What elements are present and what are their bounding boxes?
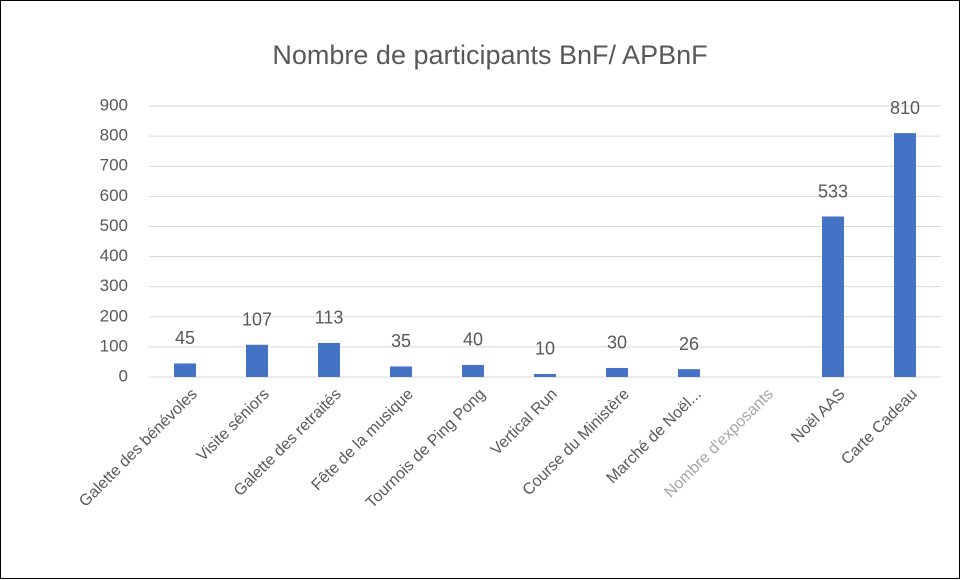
data-label: 35 xyxy=(391,331,411,351)
bar xyxy=(174,363,196,377)
y-tick-label: 500 xyxy=(100,216,128,235)
bar xyxy=(894,133,916,377)
y-tick-label: 0 xyxy=(119,366,128,385)
data-label: 810 xyxy=(890,98,920,118)
y-tick-label: 700 xyxy=(100,156,128,175)
bar xyxy=(678,369,700,377)
data-label: 533 xyxy=(818,181,848,201)
y-tick-label: 400 xyxy=(100,246,128,265)
bar xyxy=(462,364,484,377)
bar xyxy=(822,216,844,377)
y-tick-label: 900 xyxy=(100,95,128,114)
data-label: 40 xyxy=(463,330,483,350)
data-label: 10 xyxy=(535,339,555,359)
data-label: 113 xyxy=(315,308,344,328)
y-tick-label: 800 xyxy=(100,126,128,145)
y-tick-label: 300 xyxy=(100,276,128,295)
data-label: 26 xyxy=(679,334,699,354)
y-tick-label: 600 xyxy=(100,186,128,205)
chart-title: Nombre de participants BnF/ APBnF xyxy=(272,40,707,70)
bar xyxy=(606,367,628,377)
y-tick-label: 200 xyxy=(100,306,128,325)
data-label: 45 xyxy=(175,328,195,348)
bar xyxy=(534,373,556,377)
bar xyxy=(318,342,340,377)
bar xyxy=(246,344,268,377)
data-label: 107 xyxy=(242,310,272,330)
data-label: 30 xyxy=(607,333,627,353)
bar xyxy=(390,366,412,377)
y-tick-label: 100 xyxy=(100,336,128,355)
